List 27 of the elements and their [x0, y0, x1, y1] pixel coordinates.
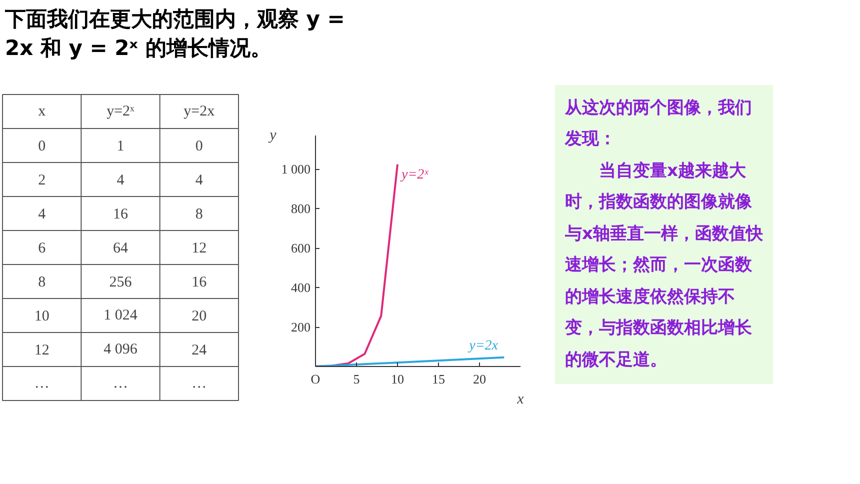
- x-tick-label: 20: [473, 372, 486, 386]
- x-tick-label: O: [310, 372, 320, 386]
- y-axis-title: y: [268, 128, 277, 144]
- text: 8 256 16: [38, 274, 207, 290]
- text: 2 4 4: [38, 172, 203, 188]
- text: 当自变量x越来越大时，指数函数的图像就像与x轴垂直一样，函数值快速增长；然而，一次函数的增长速度依然保持不变，与指数函数相比增长的微不足道。: [565, 160, 763, 372]
- text: … … …: [34, 376, 207, 392]
- y-tick-label: 200: [291, 320, 310, 335]
- text: x y=2ˣ y=2x: [38, 104, 215, 120]
- chart-title: 下面我们在更大的范围内，观察 y = 2x 和 y = 2ˣ 的增长情况。: [5, 6, 345, 62]
- y-tick-label: 600: [291, 240, 310, 256]
- text: 0 1 0: [38, 138, 203, 154]
- y-tick-label: 800: [291, 201, 310, 216]
- x-tick-label: 15: [432, 372, 445, 386]
- text: 10 1 024 20: [34, 308, 207, 324]
- y-tick-label: 1 000: [281, 162, 310, 177]
- text: 6 64 12: [38, 240, 207, 256]
- text: 12 4 096 24: [34, 342, 207, 358]
- series-label: y=2ˣ: [400, 167, 430, 182]
- text: 从这次的两个图像，我们发现：: [565, 97, 753, 152]
- line-series: [316, 163, 398, 366]
- text: 4 16 8: [38, 206, 203, 222]
- y-tick-label: 400: [291, 280, 310, 296]
- x-axis-title: x: [516, 392, 524, 408]
- series-label: y=2x: [467, 338, 499, 354]
- x-tick-label: 5: [353, 372, 360, 386]
- x-tick-label: 10: [391, 372, 404, 386]
